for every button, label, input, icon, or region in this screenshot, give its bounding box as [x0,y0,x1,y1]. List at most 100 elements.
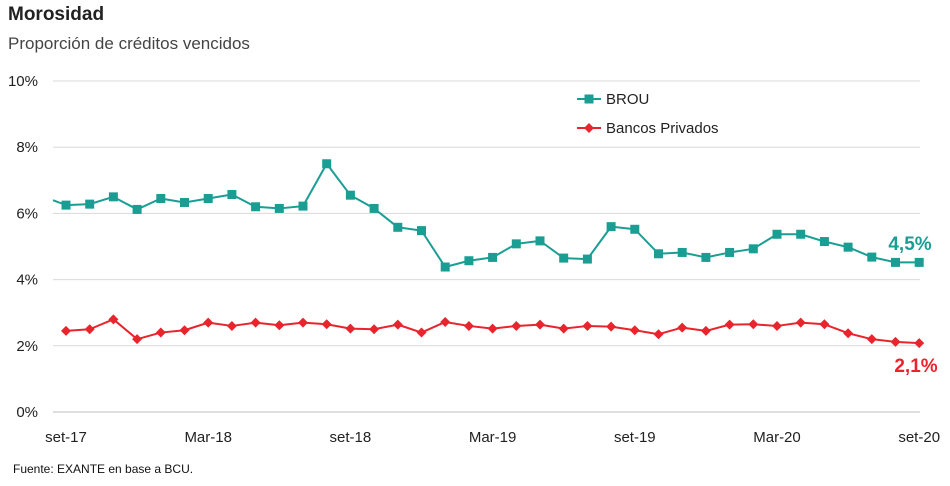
data-point [890,336,901,347]
data-point [914,338,925,349]
data-point [559,253,569,263]
series-group [52,159,925,349]
y-axis-ticks: 0% 2% 4% 6% 8% 10% [8,73,38,421]
data-point [867,252,877,262]
data-point [630,224,640,234]
data-point [463,320,474,331]
data-point [132,334,143,345]
data-point [701,252,711,262]
data-point [416,327,427,338]
y-tick-label: 0% [16,404,38,421]
data-point [535,236,545,246]
data-point [251,202,261,212]
data-point [677,322,688,333]
chart-subtitle: Proporción de créditos vencidos [8,34,250,53]
data-point [866,334,877,345]
x-tick-label: Mar-20 [753,429,801,446]
data-point [61,325,71,336]
x-tick-label: Mar-18 [184,429,232,446]
data-point [250,317,261,328]
y-tick-label: 6% [16,205,38,222]
data-point [274,203,284,213]
series-line [52,162,920,269]
data-point [629,325,640,336]
data-point [393,222,403,232]
data-point [345,323,356,334]
data-point [724,319,735,330]
data-point [132,204,142,214]
data-point [321,319,332,330]
data-point [748,244,758,254]
data-point [725,247,735,257]
data-point [274,320,285,331]
x-tick-label: set-17 [45,429,87,446]
legend-marker [584,94,594,104]
legend: BROU Bancos Privados [577,91,719,137]
data-point [891,257,900,267]
data-point [772,320,782,331]
data-point [369,324,380,335]
x-axis-ticks: set-17 Mar-18 set-18 Mar-19 set-19 Mar-20 set-… [45,429,940,446]
y-tick-label: 10% [8,73,38,90]
data-point [700,325,711,336]
data-point [392,319,403,330]
data-point [108,314,119,325]
data-point [558,323,569,334]
data-point [796,229,806,239]
data-point [227,190,237,200]
x-tick-label: set-19 [614,429,656,446]
data-point [180,197,189,207]
data-point [61,200,71,210]
data-point [772,229,782,239]
y-tick-label: 2% [16,338,38,355]
data-point [488,252,498,262]
y-tick-label: 8% [16,139,38,156]
end-value-label: 2,1% [894,356,937,377]
data-point [748,319,759,330]
data-point [203,317,214,328]
legend-marker [584,123,594,133]
data-point [108,192,118,202]
data-point [654,249,663,259]
data-point [179,325,190,336]
data-point [487,323,498,334]
data-point [677,247,687,257]
legend-label: BROU [606,91,649,108]
data-point [440,316,451,327]
data-point [85,199,95,209]
x-tick-label: set-20 [898,429,940,446]
data-point [653,329,664,340]
data-point [606,321,617,332]
legend-label: Bancos Privados [606,120,719,137]
data-point [155,327,166,338]
data-point [298,317,308,328]
data-point [84,324,95,335]
data-point [440,262,450,272]
data-point [819,237,829,247]
data-point [843,242,853,252]
data-point [606,222,616,232]
gridlines [53,80,920,413]
y-tick-label: 4% [16,272,38,289]
data-point [298,201,308,211]
data-point [795,317,806,328]
x-tick-label: Mar-19 [469,429,517,446]
data-point [417,226,426,236]
data-point [582,254,592,264]
source-note: Fuente: EXANTE en base a BCU. [13,462,194,476]
data-point [819,319,830,330]
data-point [535,319,545,330]
data-point [511,239,521,249]
data-point [843,328,854,339]
data-point [156,194,166,204]
data-point [226,320,237,331]
data-point [203,194,213,204]
end-value-label: 4,5% [888,234,931,255]
chart-title: Morosidad [8,4,105,25]
data-point [582,320,593,331]
data-point [369,203,379,213]
x-tick-label: set-18 [330,429,372,446]
data-point [464,256,474,266]
data-point [322,159,332,169]
